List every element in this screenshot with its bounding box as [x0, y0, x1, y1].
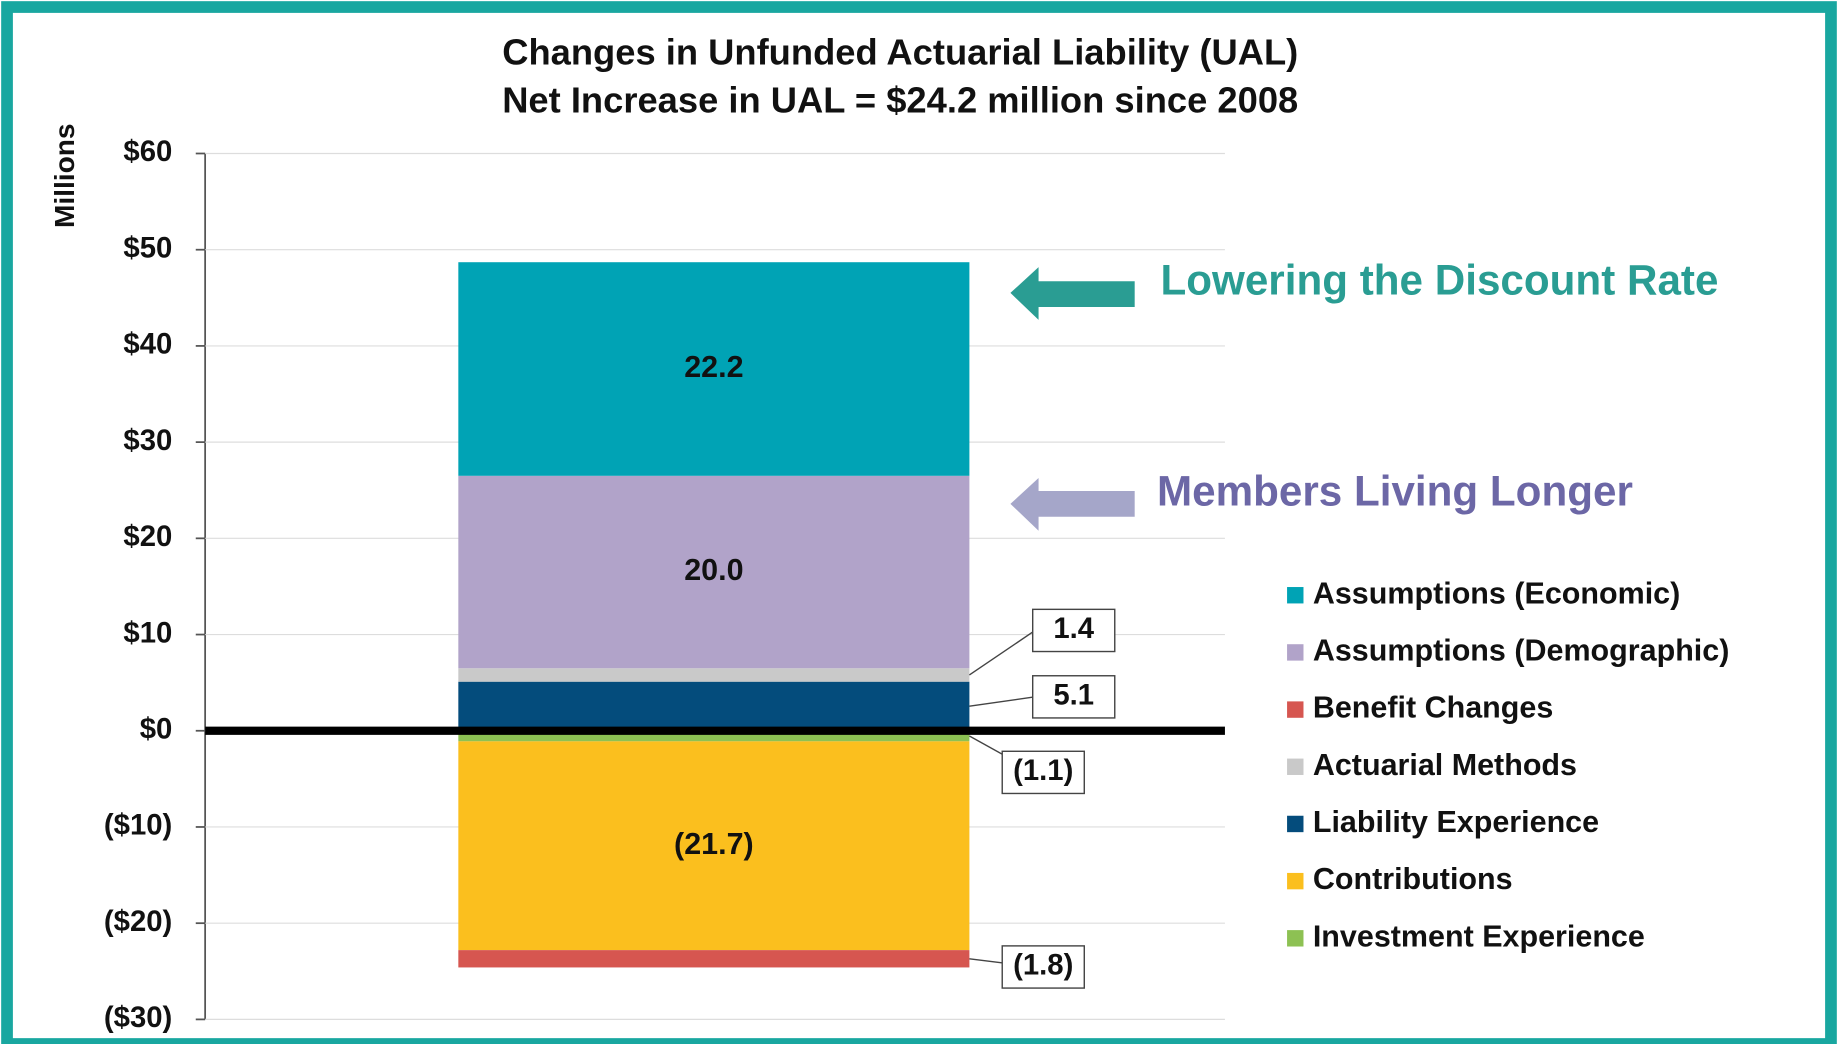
- legend-label: Contributions: [1313, 862, 1513, 896]
- legend-swatch: [1287, 644, 1304, 661]
- bar-segment: [458, 262, 970, 476]
- data-label: 1.4: [1053, 612, 1094, 645]
- bar-segment: [458, 950, 970, 968]
- bar-segment: [458, 730, 970, 742]
- callout-box: [1001, 945, 1085, 989]
- legend-swatch: [1287, 587, 1304, 604]
- annotation-arrow: [1010, 267, 1135, 320]
- data-label: 22.2: [684, 350, 743, 384]
- callout-box: [1031, 608, 1116, 653]
- y-tick-label: $40: [123, 328, 172, 361]
- legend-swatch: [1287, 872, 1304, 890]
- leader-line: [969, 629, 1036, 676]
- callout-box: [1031, 675, 1116, 719]
- chart-subtitle: Net Increase in UAL = $24.2 million sinc…: [502, 80, 1298, 121]
- annotation: Members Living Longer: [1157, 468, 1633, 515]
- data-label: (1.8): [1013, 949, 1073, 982]
- y-tick-label: $30: [123, 424, 172, 457]
- leader-line: [969, 696, 1036, 707]
- data-label: 20.0: [684, 553, 743, 587]
- legend-label: Actuarial Methods: [1313, 748, 1577, 782]
- y-tick-label: $0: [140, 712, 173, 745]
- y-tick-label: ($30): [104, 1001, 172, 1034]
- legend-swatch: [1287, 758, 1304, 775]
- chart-title: Changes in Unfunded Actuarial Liability …: [502, 32, 1298, 73]
- bar-segment: [458, 475, 970, 669]
- legend-swatch: [1287, 815, 1304, 833]
- legend-swatch: [1287, 701, 1304, 718]
- bar-segment: [458, 681, 970, 731]
- annotation: Lowering the Discount Rate: [1160, 257, 1718, 304]
- y-axis-label: Millions: [49, 123, 80, 228]
- annotation-arrow: [1010, 478, 1135, 531]
- bar-segment: [458, 741, 970, 951]
- legend-label: Investment Experience: [1313, 919, 1645, 953]
- y-tick-label: $20: [123, 520, 172, 553]
- y-tick-label: $10: [123, 616, 172, 649]
- data-label: 5.1: [1053, 679, 1094, 712]
- legend-label: Benefit Changes: [1313, 691, 1553, 725]
- legend-label: Assumptions (Demographic): [1313, 633, 1730, 667]
- bar-segment: [458, 668, 970, 682]
- data-label: (1.1): [1013, 754, 1073, 787]
- legend-label: Liability Experience: [1313, 805, 1599, 839]
- legend-swatch: [1287, 930, 1304, 947]
- y-tick-label: $50: [123, 231, 172, 264]
- y-tick-label: ($20): [104, 905, 172, 938]
- y-tick-label: $60: [123, 135, 172, 168]
- y-tick-label: ($10): [104, 809, 172, 842]
- legend-label: Assumptions (Economic): [1313, 576, 1680, 610]
- callout-box: [1001, 750, 1085, 795]
- data-label: (21.7): [674, 827, 754, 861]
